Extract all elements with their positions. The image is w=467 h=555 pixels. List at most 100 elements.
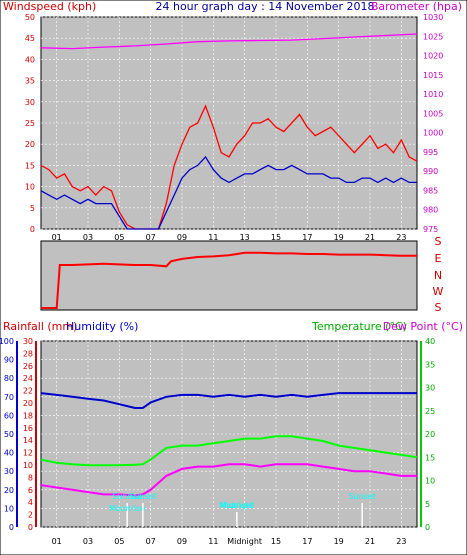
rainfall-tick-label: 10: [23, 461, 33, 470]
barometer-tick-label: 1020: [423, 52, 443, 61]
temperature-tick-label: 20: [425, 430, 435, 439]
humidity-tick-label: 30: [4, 467, 14, 476]
rainfall-tick-label: 0: [28, 523, 33, 532]
temperature-axis-label: Temperature (°C): [311, 320, 407, 333]
rainfall-tick-label: 22: [23, 387, 33, 396]
humidity-tick-label: 10: [4, 504, 14, 513]
annotation-sunset: Sunset: [129, 492, 156, 501]
annotation-sunrise: Sunrise: [112, 492, 142, 501]
windspeed-tick-label: 15: [25, 161, 35, 170]
windspeed-tick-label: 40: [25, 55, 35, 64]
humidity-tick-label: 70: [4, 393, 14, 402]
windspeed-tick-label: 10: [25, 183, 35, 192]
humidity-axis-label: Humidity (%): [66, 320, 138, 333]
temperature-tick-label: 30: [425, 384, 435, 393]
barometer-tick-label: 975: [423, 225, 438, 234]
dewpoint-axis-label: Dew Point (°C): [383, 320, 463, 333]
windspeed-tick-label: 5: [30, 204, 35, 213]
rainfall-tick-label: 6: [28, 486, 33, 495]
humidity-x-tick-label: Midnight: [227, 537, 262, 546]
windspeed-tick-label: 50: [25, 13, 35, 22]
windspeed-tick-label: 20: [25, 140, 35, 149]
barometer-tick-label: 985: [423, 186, 438, 195]
direction-label-s: S: [435, 301, 442, 314]
rainfall-tick-label: 2: [28, 511, 33, 520]
rainfall-tick-label: 20: [23, 399, 33, 408]
wind-x-tick-label: 07: [146, 233, 156, 242]
windspeed-tick-label: 30: [25, 98, 35, 107]
barometer-tick-label: 1025: [423, 32, 443, 41]
rainfall-tick-label: 14: [23, 436, 33, 445]
annotation-midnight: Midnight: [219, 501, 254, 510]
series-humidity: [40, 392, 417, 409]
wind-x-tick-label: 13: [240, 233, 250, 242]
series-windspeed-gust: [40, 104, 418, 230]
wind-x-tick-label: 15: [271, 233, 281, 242]
barometer-tick-label: 1010: [423, 90, 443, 99]
rainfall-tick-label: 24: [23, 374, 33, 383]
humidity-x-tick-label: 03: [83, 537, 93, 546]
rainfall-tick-label: 18: [23, 411, 33, 420]
humidity-x-tick-label: 09: [177, 537, 187, 546]
series-wind-direction: [41, 251, 417, 309]
rainfall-tick-label: 12: [23, 449, 33, 458]
temperature-tick-label: 40: [425, 337, 435, 346]
annotation-moonset: Moonset: [220, 501, 254, 510]
direction-label-s: S: [435, 235, 442, 248]
barometer-tick-label: 980: [423, 206, 438, 215]
humidity-x-tick-label: 23: [396, 537, 406, 546]
annotation-sunset: Sunset: [348, 492, 375, 501]
direction-label-e: E: [435, 252, 442, 265]
humidity-x-tick-label: 21: [365, 537, 375, 546]
temperature-tick-label: 35: [425, 360, 435, 369]
barometer-tick-label: 1015: [423, 71, 443, 80]
temperature-tick-label: 15: [425, 453, 435, 462]
wind-x-tick-label: 17: [302, 233, 312, 242]
humidity-tick-label: 90: [4, 356, 14, 365]
humidity-tick-label: 20: [4, 486, 14, 495]
temperature-tick-label: 5: [425, 500, 430, 509]
barometer-tick-label: 995: [423, 148, 438, 157]
direction-label-n: N: [434, 269, 442, 282]
rainfall-tick-label: 26: [23, 362, 33, 371]
humidity-tick-label: 80: [4, 374, 14, 383]
humidity-tick-label: 50: [4, 430, 14, 439]
wind-x-tick-label: 23: [396, 233, 406, 242]
wind-x-tick-label: 19: [334, 233, 344, 242]
wind-x-tick-label: 11: [208, 233, 218, 242]
rainfall-tick-label: 30: [23, 337, 33, 346]
humidity-x-tick-label: 11: [208, 537, 218, 546]
humidity-tick-label: 0: [9, 523, 14, 532]
humidity-x-tick-label: 15: [271, 537, 281, 546]
rainfall-tick-label: 4: [28, 498, 33, 507]
windspeed-tick-label: 25: [25, 119, 35, 128]
windspeed-axis-label: Windspeed (kph): [3, 0, 96, 13]
humidity-x-tick-label: 05: [114, 537, 124, 546]
series-dew-point: [40, 463, 417, 497]
rainfall-tick-label: 16: [23, 424, 33, 433]
rainfall-tick-label: 8: [28, 473, 33, 482]
humidity-tick-label: 100: [0, 337, 14, 346]
humidity-tick-label: 60: [4, 411, 14, 420]
series-windspeed-average: [40, 155, 417, 230]
barometer-tick-label: 1005: [423, 109, 443, 118]
temperature-tick-label: 10: [425, 477, 435, 486]
rainfall-tick-label: 28: [23, 349, 33, 358]
humidity-x-tick-label: 17: [302, 537, 312, 546]
wind-x-tick-label: 01: [52, 233, 62, 242]
temperature-tick-label: 25: [425, 407, 435, 416]
chart-title: 24 hour graph day : 14 November 2018: [155, 0, 374, 13]
wind-x-tick-label: 05: [114, 233, 124, 242]
rainfall-axis-label: Rainfall (mm): [3, 320, 77, 333]
wind-x-tick-label: 03: [83, 233, 93, 242]
barometer-axis-label: Barometer (hpa): [371, 0, 462, 13]
barometer-tick-label: 990: [423, 167, 438, 176]
humidity-x-tick-label: 19: [334, 537, 344, 546]
wind-x-tick-label: 21: [365, 233, 375, 242]
windspeed-tick-label: 45: [25, 34, 35, 43]
temperature-tick-label: 0: [425, 523, 430, 532]
humidity-tick-label: 40: [4, 449, 14, 458]
humidity-x-tick-label: 07: [146, 537, 156, 546]
